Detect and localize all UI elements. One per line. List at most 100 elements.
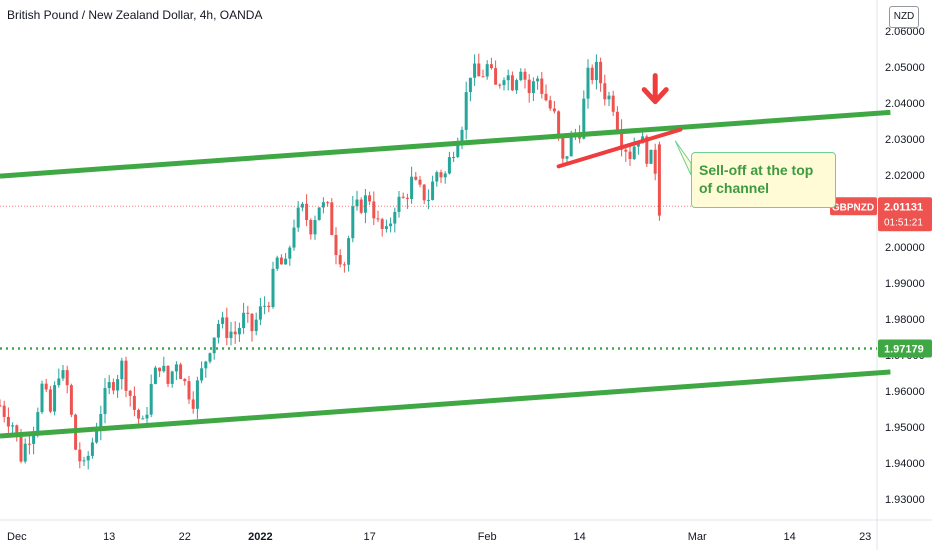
candle-body xyxy=(489,64,493,69)
candle-body xyxy=(321,202,325,208)
candle-body xyxy=(132,395,136,410)
countdown-label: 01:51:21 xyxy=(884,217,923,228)
candle-body xyxy=(515,80,519,91)
candle-body xyxy=(179,364,183,380)
candle-body xyxy=(342,264,346,266)
candle-body xyxy=(69,385,73,415)
candle-body xyxy=(86,455,90,461)
candle-body xyxy=(443,173,447,178)
x-tick-label: 13 xyxy=(103,531,115,543)
candle-body xyxy=(292,227,296,248)
x-tick-label: Dec xyxy=(7,531,27,543)
candle-body xyxy=(174,364,178,372)
x-tick-label: Feb xyxy=(478,531,497,543)
candle-body xyxy=(531,81,535,94)
channel-upper-line xyxy=(0,109,891,179)
x-tick-label: 17 xyxy=(363,531,375,543)
red-trendline xyxy=(556,127,683,169)
candle-body xyxy=(657,144,661,216)
candle-body xyxy=(494,68,498,85)
candle-body xyxy=(653,149,657,174)
candle-body xyxy=(275,257,279,269)
y-tick-label: 2.04000 xyxy=(885,98,925,110)
candle-body xyxy=(603,83,607,100)
candle-body xyxy=(334,234,338,256)
candle-body xyxy=(162,365,166,372)
y-tick-label: 1.96000 xyxy=(885,386,925,398)
candle-body xyxy=(208,353,212,362)
candle-body xyxy=(506,75,510,81)
candle-body xyxy=(128,390,132,396)
candle-body xyxy=(153,367,157,384)
candle-body xyxy=(422,184,426,201)
candle-body xyxy=(216,323,220,338)
candle-body xyxy=(347,238,351,265)
candle-body xyxy=(170,371,174,384)
candle-body xyxy=(368,195,372,202)
candle-body xyxy=(225,317,229,339)
candle-body xyxy=(477,63,481,77)
candle-body xyxy=(233,331,237,335)
candle-body xyxy=(258,306,262,320)
candle-body xyxy=(23,443,27,462)
symbol-badge xyxy=(830,197,877,216)
candle-body xyxy=(107,382,111,389)
y-tick-label: 1.95000 xyxy=(885,422,925,434)
candle-body xyxy=(183,379,187,382)
last-price-label: 2.01131 xyxy=(884,201,923,213)
candle-body xyxy=(405,197,409,199)
candle-body xyxy=(242,312,246,329)
candle-body xyxy=(61,370,65,379)
candle-body xyxy=(380,219,384,229)
candle-body xyxy=(187,381,191,400)
x-tick-label: 23 xyxy=(859,531,871,543)
candle-body xyxy=(393,211,397,224)
candle-body xyxy=(460,129,464,145)
candle-body xyxy=(649,149,653,164)
candle-body xyxy=(473,63,477,78)
candle-body xyxy=(309,219,313,235)
candle-body xyxy=(418,179,422,185)
candle-body xyxy=(384,226,388,229)
candle-body xyxy=(389,223,393,227)
candle-body xyxy=(212,337,216,354)
candle-body xyxy=(540,78,544,94)
candle-body xyxy=(250,313,254,332)
candle-body xyxy=(452,156,456,158)
candle-body xyxy=(27,443,31,445)
candle-body xyxy=(48,389,52,412)
candle-body xyxy=(191,399,195,409)
candle-body xyxy=(599,61,603,84)
candle-body xyxy=(548,100,552,109)
candle-body xyxy=(40,383,44,413)
candle-body xyxy=(447,157,451,174)
candle-body xyxy=(116,379,120,391)
candle-body xyxy=(237,328,241,335)
y-tick-label: 1.99000 xyxy=(885,278,925,290)
x-tick-label: 14 xyxy=(783,531,795,543)
candle-body xyxy=(124,360,128,391)
candle-body xyxy=(0,405,2,407)
last-price-tag: GBPNZD 2.01131 01:51:21 xyxy=(830,197,932,232)
candle-body xyxy=(149,383,153,415)
candle-body xyxy=(279,257,283,265)
candle-body xyxy=(481,76,485,78)
candle-body xyxy=(53,385,57,412)
candle-body xyxy=(523,71,527,80)
candle-body xyxy=(431,181,435,200)
candle-body xyxy=(82,460,86,462)
annotation-callout[interactable]: Sell-off at the top of channel xyxy=(691,152,836,208)
candle-body xyxy=(435,172,439,182)
y-tick-label: 2.02000 xyxy=(885,170,925,182)
candle-body xyxy=(246,312,250,314)
y-tick-label: 2.05000 xyxy=(885,62,925,74)
y-tick-label: 1.93000 xyxy=(885,494,925,506)
candle-body xyxy=(410,176,414,199)
candle-body xyxy=(90,442,94,456)
candle-body xyxy=(32,431,36,444)
candle-body xyxy=(44,383,48,390)
candle-body xyxy=(544,93,548,101)
currency-button[interactable]: NZD xyxy=(889,6,919,28)
candle-body xyxy=(137,409,141,419)
